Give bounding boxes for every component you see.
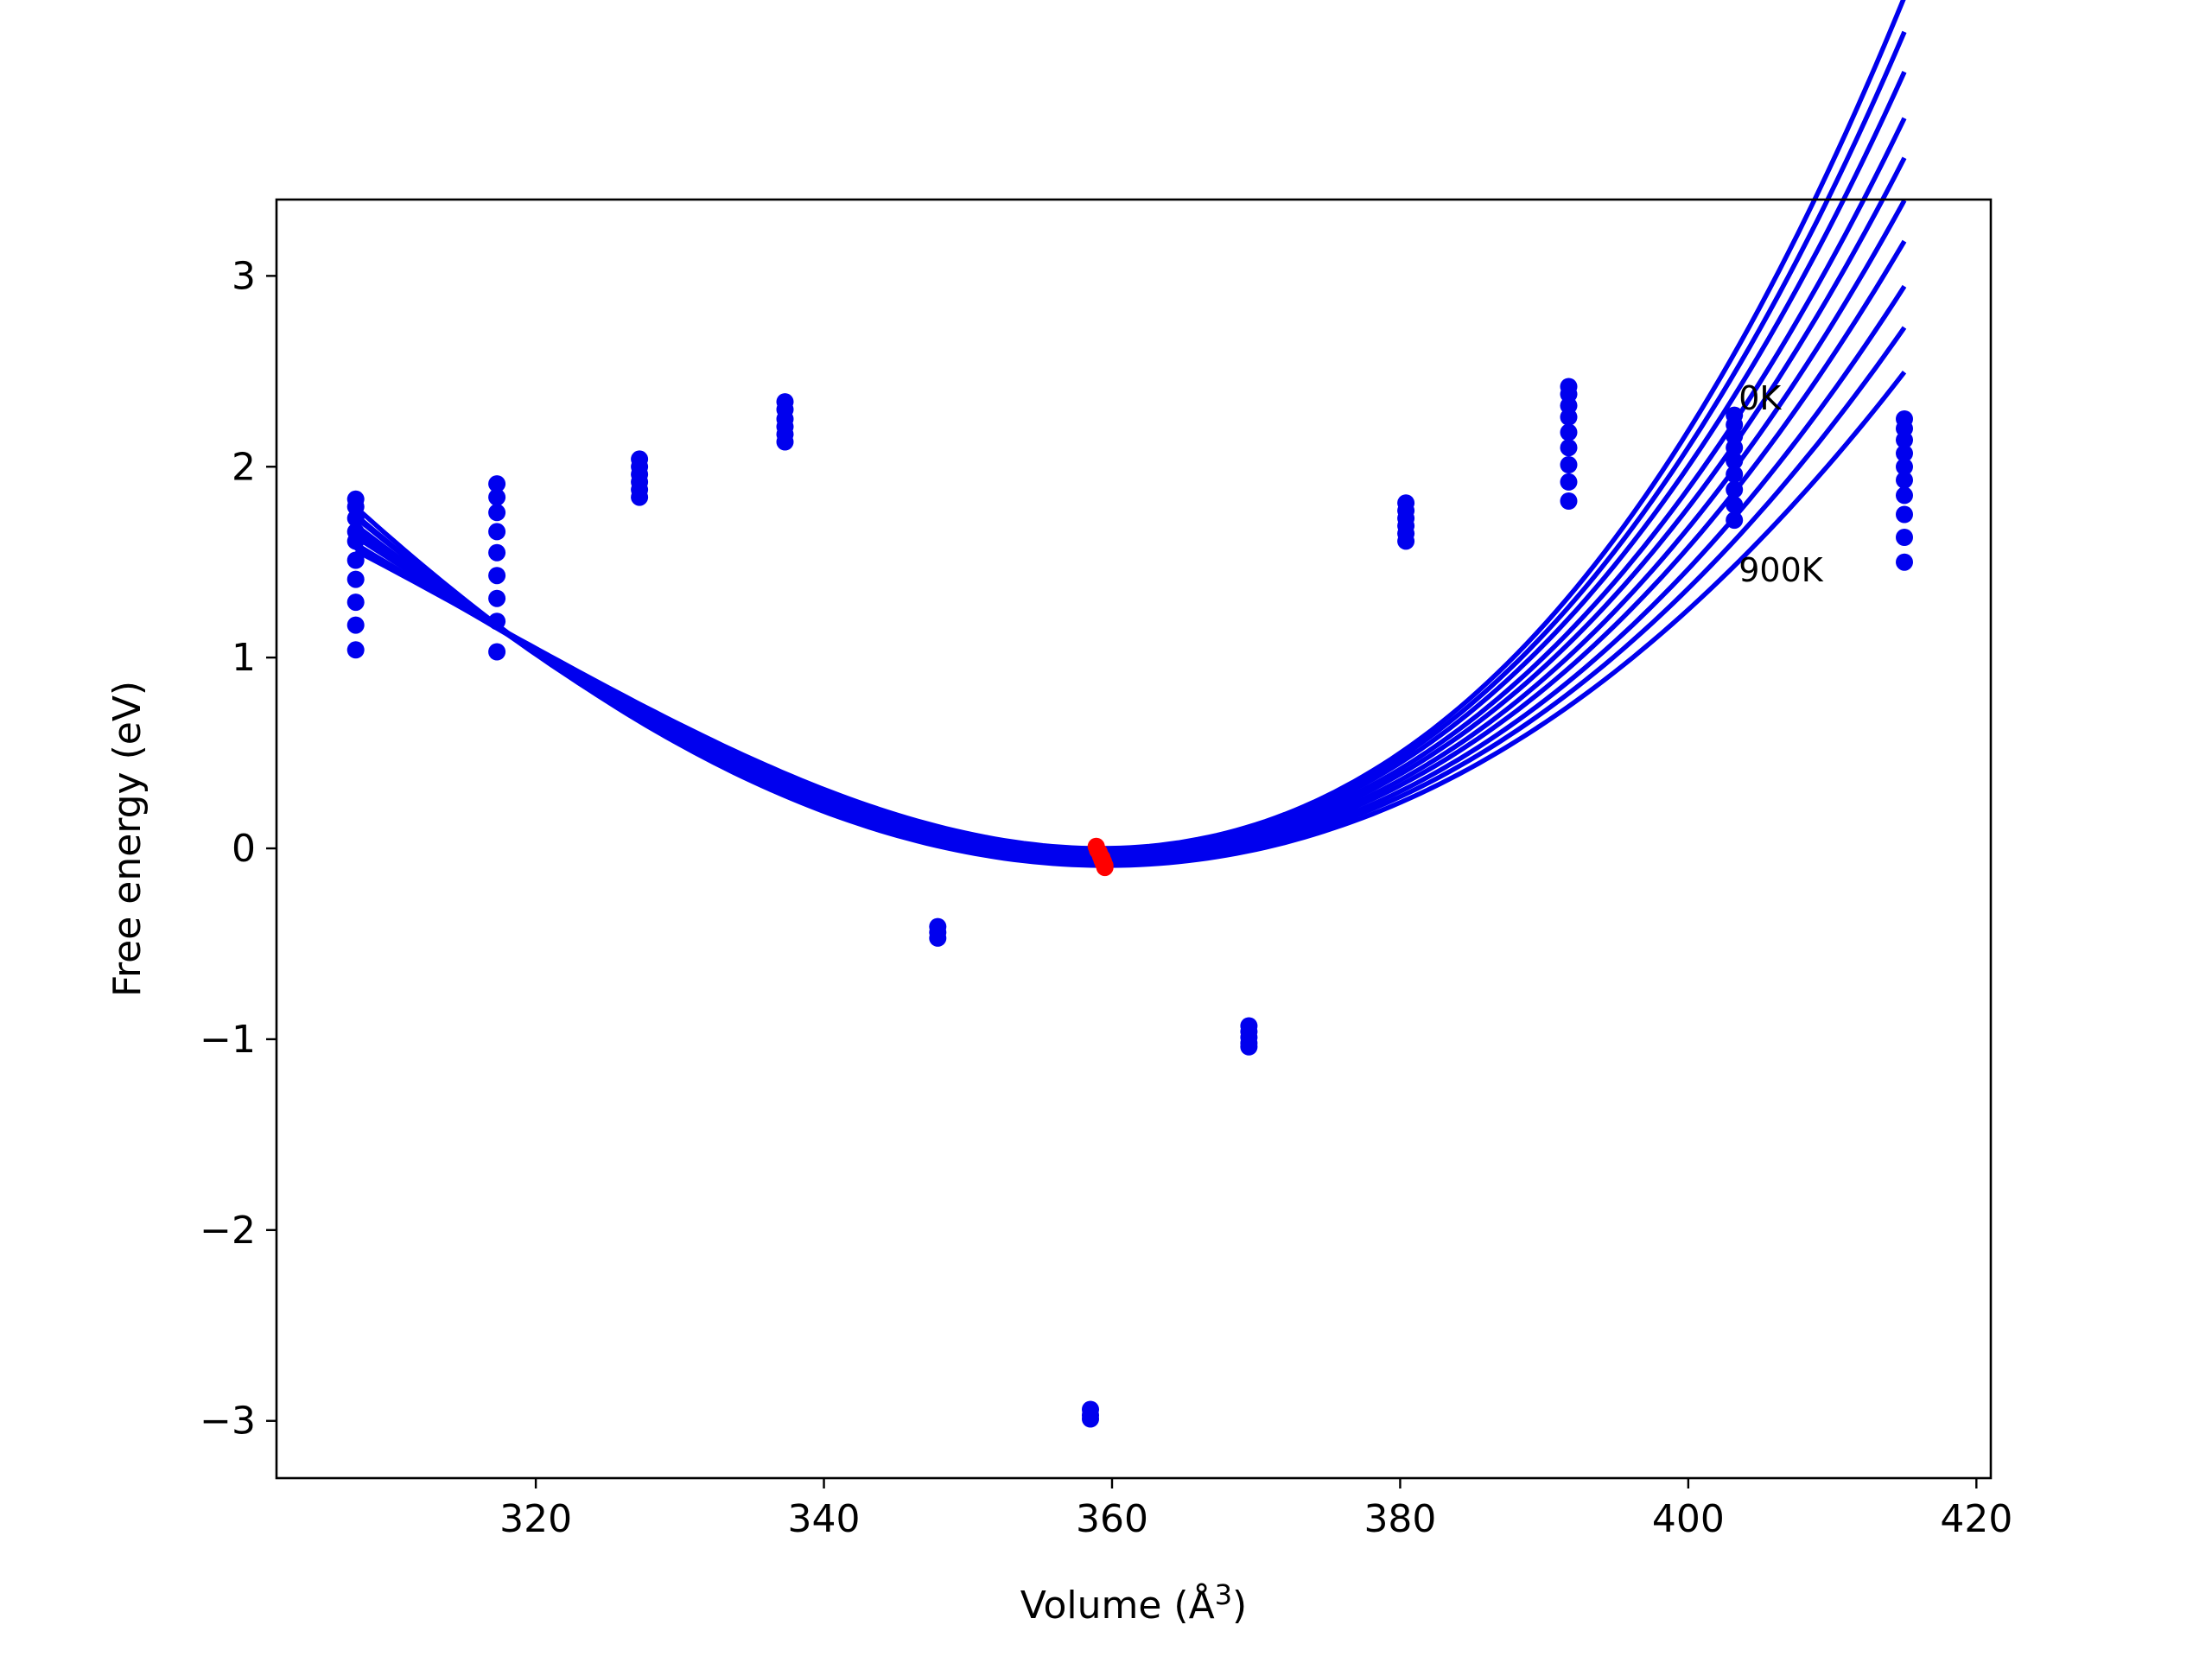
data-point xyxy=(346,551,365,569)
data-point xyxy=(346,641,365,659)
y-axis: −3 −2 −1 0 1 2 3 xyxy=(200,254,276,1444)
data-point xyxy=(1726,439,1744,457)
data-point xyxy=(488,475,506,493)
x-axis-label-superscript: 3 xyxy=(1215,1578,1232,1611)
plot-frame xyxy=(275,198,1993,1480)
x-tick-label: 380 xyxy=(1363,1497,1436,1541)
data-point xyxy=(488,567,506,585)
curves-layer xyxy=(353,0,1907,868)
y-tick-label: −1 xyxy=(200,1018,256,1062)
x-axis-label-suffix: ) xyxy=(1232,1584,1247,1628)
y-tick-label: 0 xyxy=(232,827,256,871)
x-tick-label: 340 xyxy=(788,1497,861,1541)
data-point xyxy=(1896,471,1913,489)
y-tick-label: 1 xyxy=(232,636,256,680)
data-point xyxy=(1560,439,1578,457)
data-point xyxy=(1560,456,1578,473)
data-point xyxy=(1896,553,1913,571)
data-point xyxy=(1896,444,1913,462)
data-point xyxy=(929,929,947,947)
data-point xyxy=(488,643,506,661)
data-point xyxy=(1560,492,1578,510)
y-axis-label: Free energy (eV) xyxy=(105,681,149,997)
x-tick-label: 360 xyxy=(1076,1497,1148,1541)
data-point xyxy=(1896,486,1913,505)
data-point xyxy=(1726,452,1744,470)
data-point xyxy=(1560,473,1578,491)
y-tick-label: −2 xyxy=(200,1209,256,1253)
data-point xyxy=(1726,466,1744,484)
data-point xyxy=(488,543,506,562)
data-point xyxy=(488,504,506,522)
y-tick-label: −3 xyxy=(200,1400,256,1444)
data-point xyxy=(1240,1038,1258,1056)
data-point xyxy=(1726,496,1744,514)
data-point xyxy=(488,613,506,631)
data-point xyxy=(346,509,365,527)
data-point xyxy=(1726,511,1744,530)
fit-curve-900k xyxy=(353,371,1907,868)
y-tick-label: 3 xyxy=(232,254,256,298)
y-tick-label: 2 xyxy=(232,445,256,489)
x-axis-label: Volume (Å3) xyxy=(1020,1578,1247,1628)
data-point xyxy=(776,433,794,451)
temperature-annotation: 900K xyxy=(1738,551,1824,589)
x-tick-label: 320 xyxy=(499,1497,572,1541)
x-tick-label: 400 xyxy=(1652,1497,1725,1541)
data-point xyxy=(1397,532,1415,550)
temperature-annotation: 0K xyxy=(1738,379,1782,417)
data-point xyxy=(346,616,365,634)
data-point xyxy=(1082,1410,1099,1428)
minima-layer xyxy=(1087,837,1114,877)
data-point xyxy=(631,488,649,506)
data-point xyxy=(1896,505,1913,524)
data-point xyxy=(488,523,506,541)
data-point xyxy=(1896,529,1913,546)
data-point xyxy=(488,589,506,607)
data-point xyxy=(1896,431,1913,449)
x-axis: 320 340 360 380 400 420 xyxy=(499,1478,2012,1541)
data-point xyxy=(1560,423,1578,441)
data-point xyxy=(1896,458,1913,476)
data-point xyxy=(346,570,365,588)
data-point xyxy=(488,488,506,506)
data-point xyxy=(346,593,365,612)
annotations-layer: 0K 900K xyxy=(1738,379,1824,589)
x-tick-label: 420 xyxy=(1940,1497,2012,1541)
data-point xyxy=(1560,408,1578,426)
minimum-point xyxy=(1096,859,1114,877)
data-point xyxy=(346,532,365,550)
points-layer xyxy=(346,378,1913,1428)
data-point xyxy=(1726,480,1744,498)
